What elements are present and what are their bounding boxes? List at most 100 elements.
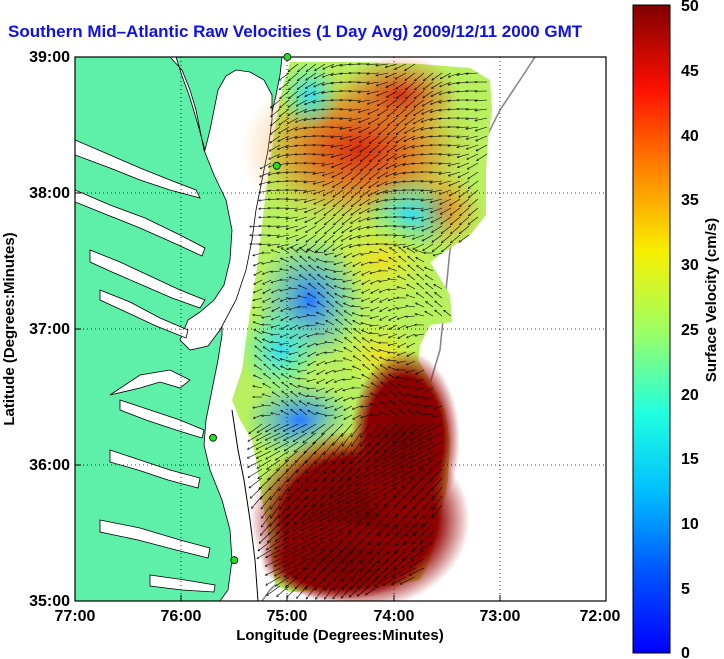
velocity-arrow: [406, 306, 416, 308]
velocity-arrow: [360, 135, 371, 142]
velocity-arrow: [410, 450, 425, 458]
velocity-arrow: [397, 99, 407, 108]
velocity-arrow: [308, 360, 317, 365]
velocity-arrow: [425, 312, 434, 317]
velocity-arrow: [299, 351, 308, 356]
velocity-arrow: [371, 288, 380, 293]
velocity-arrow: [257, 450, 272, 458]
velocity-arrow: [433, 252, 443, 256]
velocity-arrow: [388, 108, 398, 116]
velocity-arrow: [424, 72, 434, 81]
velocity-arrow: [347, 477, 362, 486]
velocity-arrow: [317, 360, 326, 365]
velocity-arrow: [408, 275, 416, 281]
velocity-arrow: [406, 108, 416, 116]
velocity-arrow: [327, 284, 335, 290]
velocity-arrow: [326, 321, 335, 326]
velocity-arrow: [386, 81, 398, 87]
velocity-arrow: [475, 100, 488, 101]
velocity-arrow: [389, 306, 398, 311]
velocity-arrow: [416, 250, 425, 254]
velocity-arrow: [280, 108, 290, 116]
velocity-arrow: [273, 373, 281, 380]
velocity-arrow: [307, 63, 317, 71]
velocity-arrow: [383, 468, 398, 476]
velocity-arrow: [360, 144, 371, 152]
velocity-arrow: [396, 531, 407, 545]
y-tick-label: 36:00: [29, 457, 70, 474]
velocity-arrow: [293, 423, 308, 431]
velocity-arrow: [476, 135, 488, 141]
velocity-arrow: [359, 216, 371, 222]
velocity-arrow: [254, 261, 263, 266]
velocity-arrow: [312, 504, 326, 514]
velocity-arrow: [407, 402, 416, 407]
velocity-arrow: [305, 99, 317, 104]
velocity-arrow: [334, 441, 344, 455]
velocity-arrow: [441, 216, 452, 224]
velocity-arrow: [276, 450, 290, 460]
velocity-arrow: [340, 126, 353, 129]
velocity-arrow: [377, 99, 389, 106]
station-marker: [272, 161, 281, 170]
velocity-arrow: [297, 468, 308, 482]
velocity-arrow: [432, 504, 443, 518]
velocity-arrow: [336, 310, 344, 317]
velocity-arrow: [344, 414, 353, 419]
velocity-arrow: [388, 342, 398, 345]
velocity-arrow: [341, 144, 353, 149]
velocity-arrow: [336, 329, 344, 335]
velocity-arrow: [340, 135, 353, 139]
velocity-arrow: [428, 432, 443, 440]
velocity-arrow: [424, 396, 434, 399]
velocity-arrow: [280, 288, 290, 291]
velocity-arrow: [282, 382, 290, 389]
velocity-arrow: [379, 260, 389, 263]
velocity-arrow: [284, 540, 299, 548]
velocity-arrow: [359, 117, 371, 122]
velocity-arrow: [320, 504, 335, 513]
velocity-arrow: [272, 250, 281, 254]
velocity-arrow: [380, 249, 389, 254]
velocity-arrow: [370, 262, 380, 263]
velocity-arrow: [377, 180, 389, 186]
velocity-arrow: [306, 225, 317, 232]
velocity-arrow: [252, 495, 263, 508]
velocity-arrow: [335, 286, 344, 290]
velocity-arrow: [316, 243, 326, 252]
y-axis-label: Latitude (Degrees:Minutes): [1, 232, 18, 425]
velocity-arrow: [322, 549, 335, 560]
velocity-arrow: [384, 441, 398, 451]
velocity-arrow: [295, 198, 308, 201]
velocity-arrow: [448, 145, 461, 146]
velocity-arrow: [320, 522, 335, 530]
velocity-arrow: [322, 162, 335, 166]
velocity-arrow: [356, 486, 371, 494]
velocity-arrow: [430, 189, 443, 192]
velocity-arrow: [334, 271, 344, 272]
velocity-arrow: [431, 99, 443, 104]
velocity-arrow: [299, 393, 308, 398]
velocity-arrow: [390, 410, 398, 416]
velocity-arrow: [352, 189, 362, 198]
velocity-arrow: [262, 315, 272, 318]
velocity-arrow: [340, 118, 353, 119]
velocity-arrow: [383, 486, 398, 496]
x-tick-label: 73:00: [480, 608, 521, 625]
velocity-arrow: [271, 342, 281, 344]
velocity-arrow: [261, 513, 272, 527]
velocity-arrow: [385, 63, 398, 67]
velocity-arrow: [361, 549, 371, 563]
velocity-arrow: [315, 477, 326, 490]
velocity-arrow: [352, 288, 362, 291]
velocity-arrow: [342, 216, 353, 224]
velocity-arrow: [359, 126, 371, 132]
velocity-arrow: [380, 324, 389, 328]
velocity-arrow: [343, 567, 353, 581]
velocity-arrow: [326, 331, 335, 335]
velocity-arrow: [298, 477, 308, 491]
velocity-arrow: [367, 90, 380, 94]
velocity-arrow: [432, 225, 443, 232]
velocity-arrow: [412, 540, 425, 551]
velocity-arrow: [367, 513, 380, 524]
